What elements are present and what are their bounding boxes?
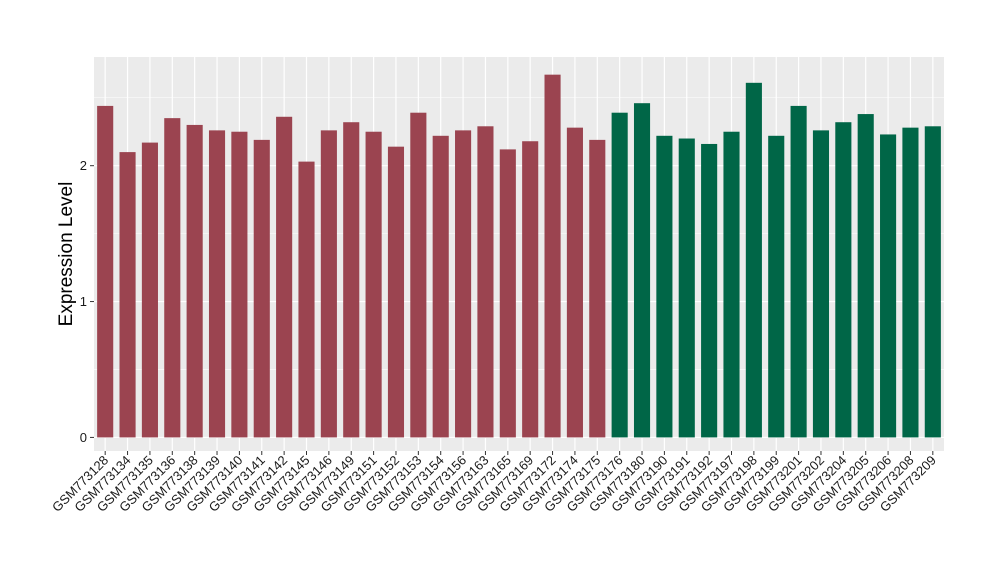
bar-GSM773163 <box>477 126 494 438</box>
bar-GSM773176 <box>611 112 628 438</box>
x-axis: GSM773128GSM773134GSM773135GSM773136GSM7… <box>49 451 939 515</box>
bar-GSM773152 <box>387 146 405 438</box>
bar-GSM773172 <box>544 74 561 438</box>
bar-GSM773165 <box>499 149 516 438</box>
bar-GSM773198 <box>745 82 762 438</box>
bar-GSM773191 <box>678 138 695 438</box>
y-axis-title: Expression Level <box>56 182 77 327</box>
bar-GSM773204 <box>835 122 852 438</box>
bar-GSM773180 <box>633 103 651 438</box>
bars <box>97 74 941 438</box>
bar-GSM773149 <box>343 122 360 438</box>
bar-GSM773192 <box>701 143 718 438</box>
bar-GSM773151 <box>365 131 382 438</box>
bar-GSM773169 <box>522 141 539 438</box>
bar-GSM773209 <box>924 126 941 438</box>
bar-GSM773138 <box>186 124 203 438</box>
bar-GSM773174 <box>566 127 583 438</box>
bar-GSM773145 <box>298 161 315 438</box>
bar-GSM773190 <box>656 135 673 438</box>
bar-GSM773197 <box>723 131 740 438</box>
bar-GSM773146 <box>320 130 337 438</box>
bar-GSM773135 <box>141 142 158 438</box>
bar-GSM773208 <box>902 127 919 438</box>
y-tick-label: 1 <box>80 294 87 309</box>
bar-GSM773142 <box>276 116 293 438</box>
bar-GSM773136 <box>164 118 181 438</box>
bar-GSM773206 <box>880 134 897 438</box>
bar-GSM773134 <box>119 152 136 438</box>
bar-GSM773202 <box>812 130 830 438</box>
bar-GSM773128 <box>97 105 114 438</box>
bar-GSM773153 <box>410 112 427 438</box>
bar-GSM773154 <box>432 135 449 438</box>
bar-GSM773205 <box>857 114 874 438</box>
bar-GSM773199 <box>768 135 785 438</box>
y-axis: 0 1 2 <box>80 158 94 445</box>
y-tick-label: 0 <box>80 430 87 445</box>
bar-GSM773140 <box>231 131 248 438</box>
bar-GSM773175 <box>589 139 606 438</box>
bar-GSM773156 <box>455 130 472 438</box>
bar-GSM773141 <box>253 139 270 438</box>
bar-GSM773201 <box>790 105 807 438</box>
bar-GSM773139 <box>208 130 226 438</box>
y-tick-label: 2 <box>80 158 87 173</box>
